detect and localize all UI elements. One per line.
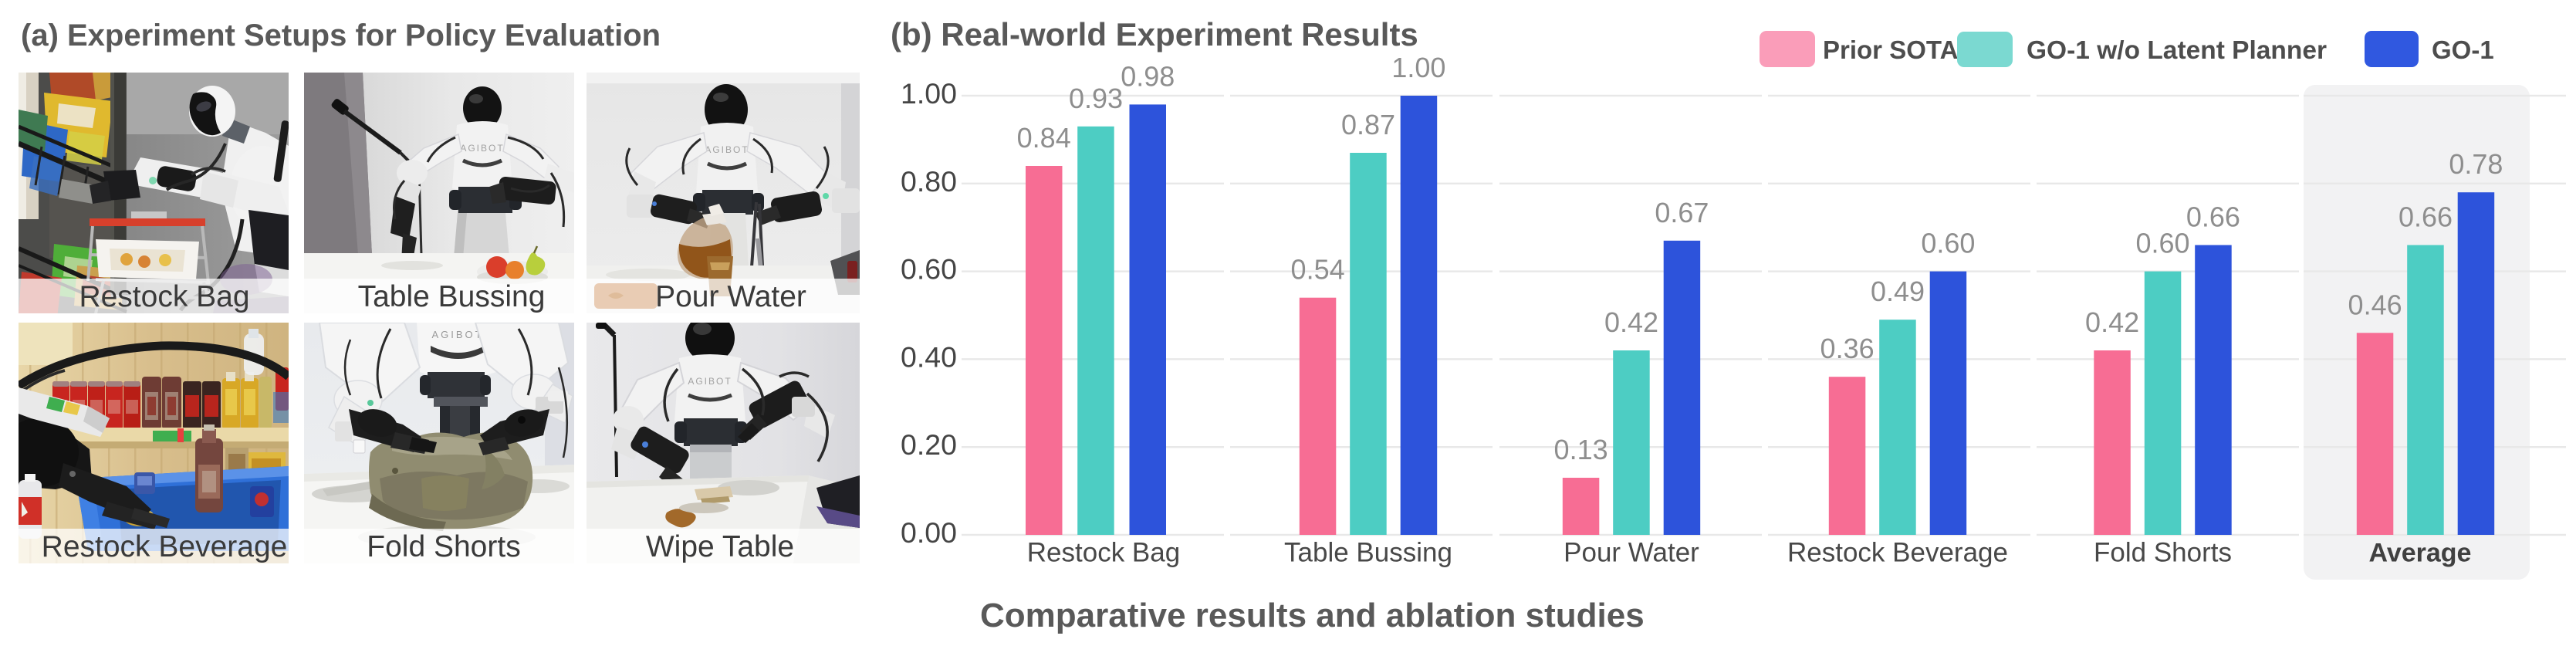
svg-text:0.78: 0.78: [2449, 148, 2503, 180]
svg-text:0.49: 0.49: [1871, 276, 1925, 307]
svg-text:0.80: 0.80: [901, 165, 957, 198]
svg-text:1.00: 1.00: [901, 77, 957, 110]
svg-text:Wipe Table: Wipe Table: [646, 530, 794, 563]
svg-text:0.36: 0.36: [1820, 333, 1875, 364]
svg-text:Comparative results and ablati: Comparative results and ablation studies: [980, 597, 1645, 634]
svg-text:GO-1 w/o Latent Planner: GO-1 w/o Latent Planner: [2027, 36, 2327, 65]
svg-text:Table Bussing: Table Bussing: [358, 280, 546, 313]
svg-text:0.93: 0.93: [1069, 83, 1123, 114]
svg-text:0.60: 0.60: [901, 253, 957, 286]
svg-text:Restock Bag: Restock Bag: [79, 280, 249, 313]
svg-text:0.00: 0.00: [901, 516, 957, 549]
svg-text:0.66: 0.66: [2186, 201, 2240, 233]
svg-text:0.54: 0.54: [1291, 254, 1345, 286]
svg-text:(b) Real-world Experiment Resu: (b) Real-world Experiment Results: [891, 16, 1418, 52]
svg-text:1.00: 1.00: [1391, 52, 1445, 83]
svg-text:Restock Beverage: Restock Beverage: [42, 530, 288, 563]
svg-text:Prior SOTA: Prior SOTA: [1823, 36, 1958, 64]
svg-text:0.46: 0.46: [2348, 289, 2402, 320]
svg-text:0.20: 0.20: [901, 428, 957, 461]
svg-text:AGIBOT: AGIBOT: [460, 143, 504, 154]
svg-text:0.60: 0.60: [1921, 228, 1975, 259]
svg-text:0.66: 0.66: [2399, 201, 2453, 233]
svg-text:0.42: 0.42: [1604, 306, 1658, 338]
svg-text:Table Bussing: Table Bussing: [1284, 538, 1452, 568]
svg-text:GO-1: GO-1: [2432, 36, 2494, 64]
svg-text:0.98: 0.98: [1121, 60, 1175, 92]
svg-text:Fold Shorts: Fold Shorts: [367, 530, 520, 563]
svg-text:AGIBOT: AGIBOT: [431, 329, 483, 340]
svg-text:0.13: 0.13: [1554, 434, 1608, 465]
svg-text:(a) Experiment Setups for Poli: (a) Experiment Setups for Policy Evaluat…: [21, 19, 661, 52]
svg-text:AGIBOT: AGIBOT: [705, 144, 749, 155]
svg-text:0.40: 0.40: [901, 340, 957, 373]
svg-text:Pour Water: Pour Water: [655, 280, 806, 313]
svg-text:Restock Bag: Restock Bag: [1027, 538, 1180, 568]
svg-text:Restock Beverage: Restock Beverage: [1787, 538, 2008, 568]
svg-text:0.42: 0.42: [2085, 306, 2139, 338]
svg-text:0.84: 0.84: [1017, 122, 1071, 154]
svg-text:0.67: 0.67: [1655, 197, 1709, 228]
svg-text:Fold Shorts: Fold Shorts: [2094, 538, 2232, 568]
svg-text:Average: Average: [2369, 539, 2472, 568]
svg-text:0.60: 0.60: [2135, 228, 2189, 259]
svg-text:0.87: 0.87: [1341, 109, 1395, 140]
svg-text:Pour Water: Pour Water: [1564, 538, 1699, 568]
svg-text:AGIBOT: AGIBOT: [688, 376, 732, 387]
